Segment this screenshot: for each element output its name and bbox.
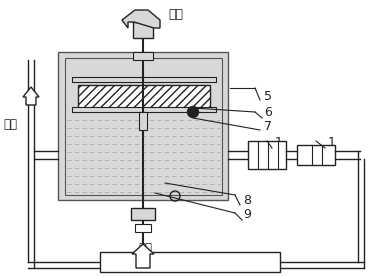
Bar (131, 208, 155, 220)
Bar (248, 141, 286, 169)
Text: 10: 10 (180, 255, 201, 270)
Bar (133, 52, 153, 60)
FancyArrow shape (23, 87, 39, 105)
Bar (78, 85, 210, 108)
Text: 8: 8 (243, 194, 251, 206)
Bar (100, 252, 280, 272)
Bar (58, 52, 228, 200)
Text: 6: 6 (264, 106, 272, 119)
Polygon shape (122, 10, 160, 28)
FancyArrow shape (132, 244, 154, 268)
Text: 9: 9 (243, 207, 251, 220)
Text: 载荷: 载荷 (138, 242, 152, 255)
Bar (65, 58, 222, 195)
Bar (72, 107, 216, 112)
Bar (72, 77, 216, 82)
Bar (135, 224, 151, 232)
Text: 转速: 转速 (168, 7, 183, 20)
Text: 7: 7 (264, 120, 272, 134)
Text: 1: 1 (275, 137, 283, 150)
Bar (297, 145, 335, 165)
Text: 5: 5 (264, 91, 272, 104)
Text: 油流: 油流 (3, 119, 17, 132)
Text: 1: 1 (328, 137, 336, 150)
Bar (133, 22, 153, 38)
Circle shape (188, 106, 198, 117)
Bar (139, 112, 147, 130)
